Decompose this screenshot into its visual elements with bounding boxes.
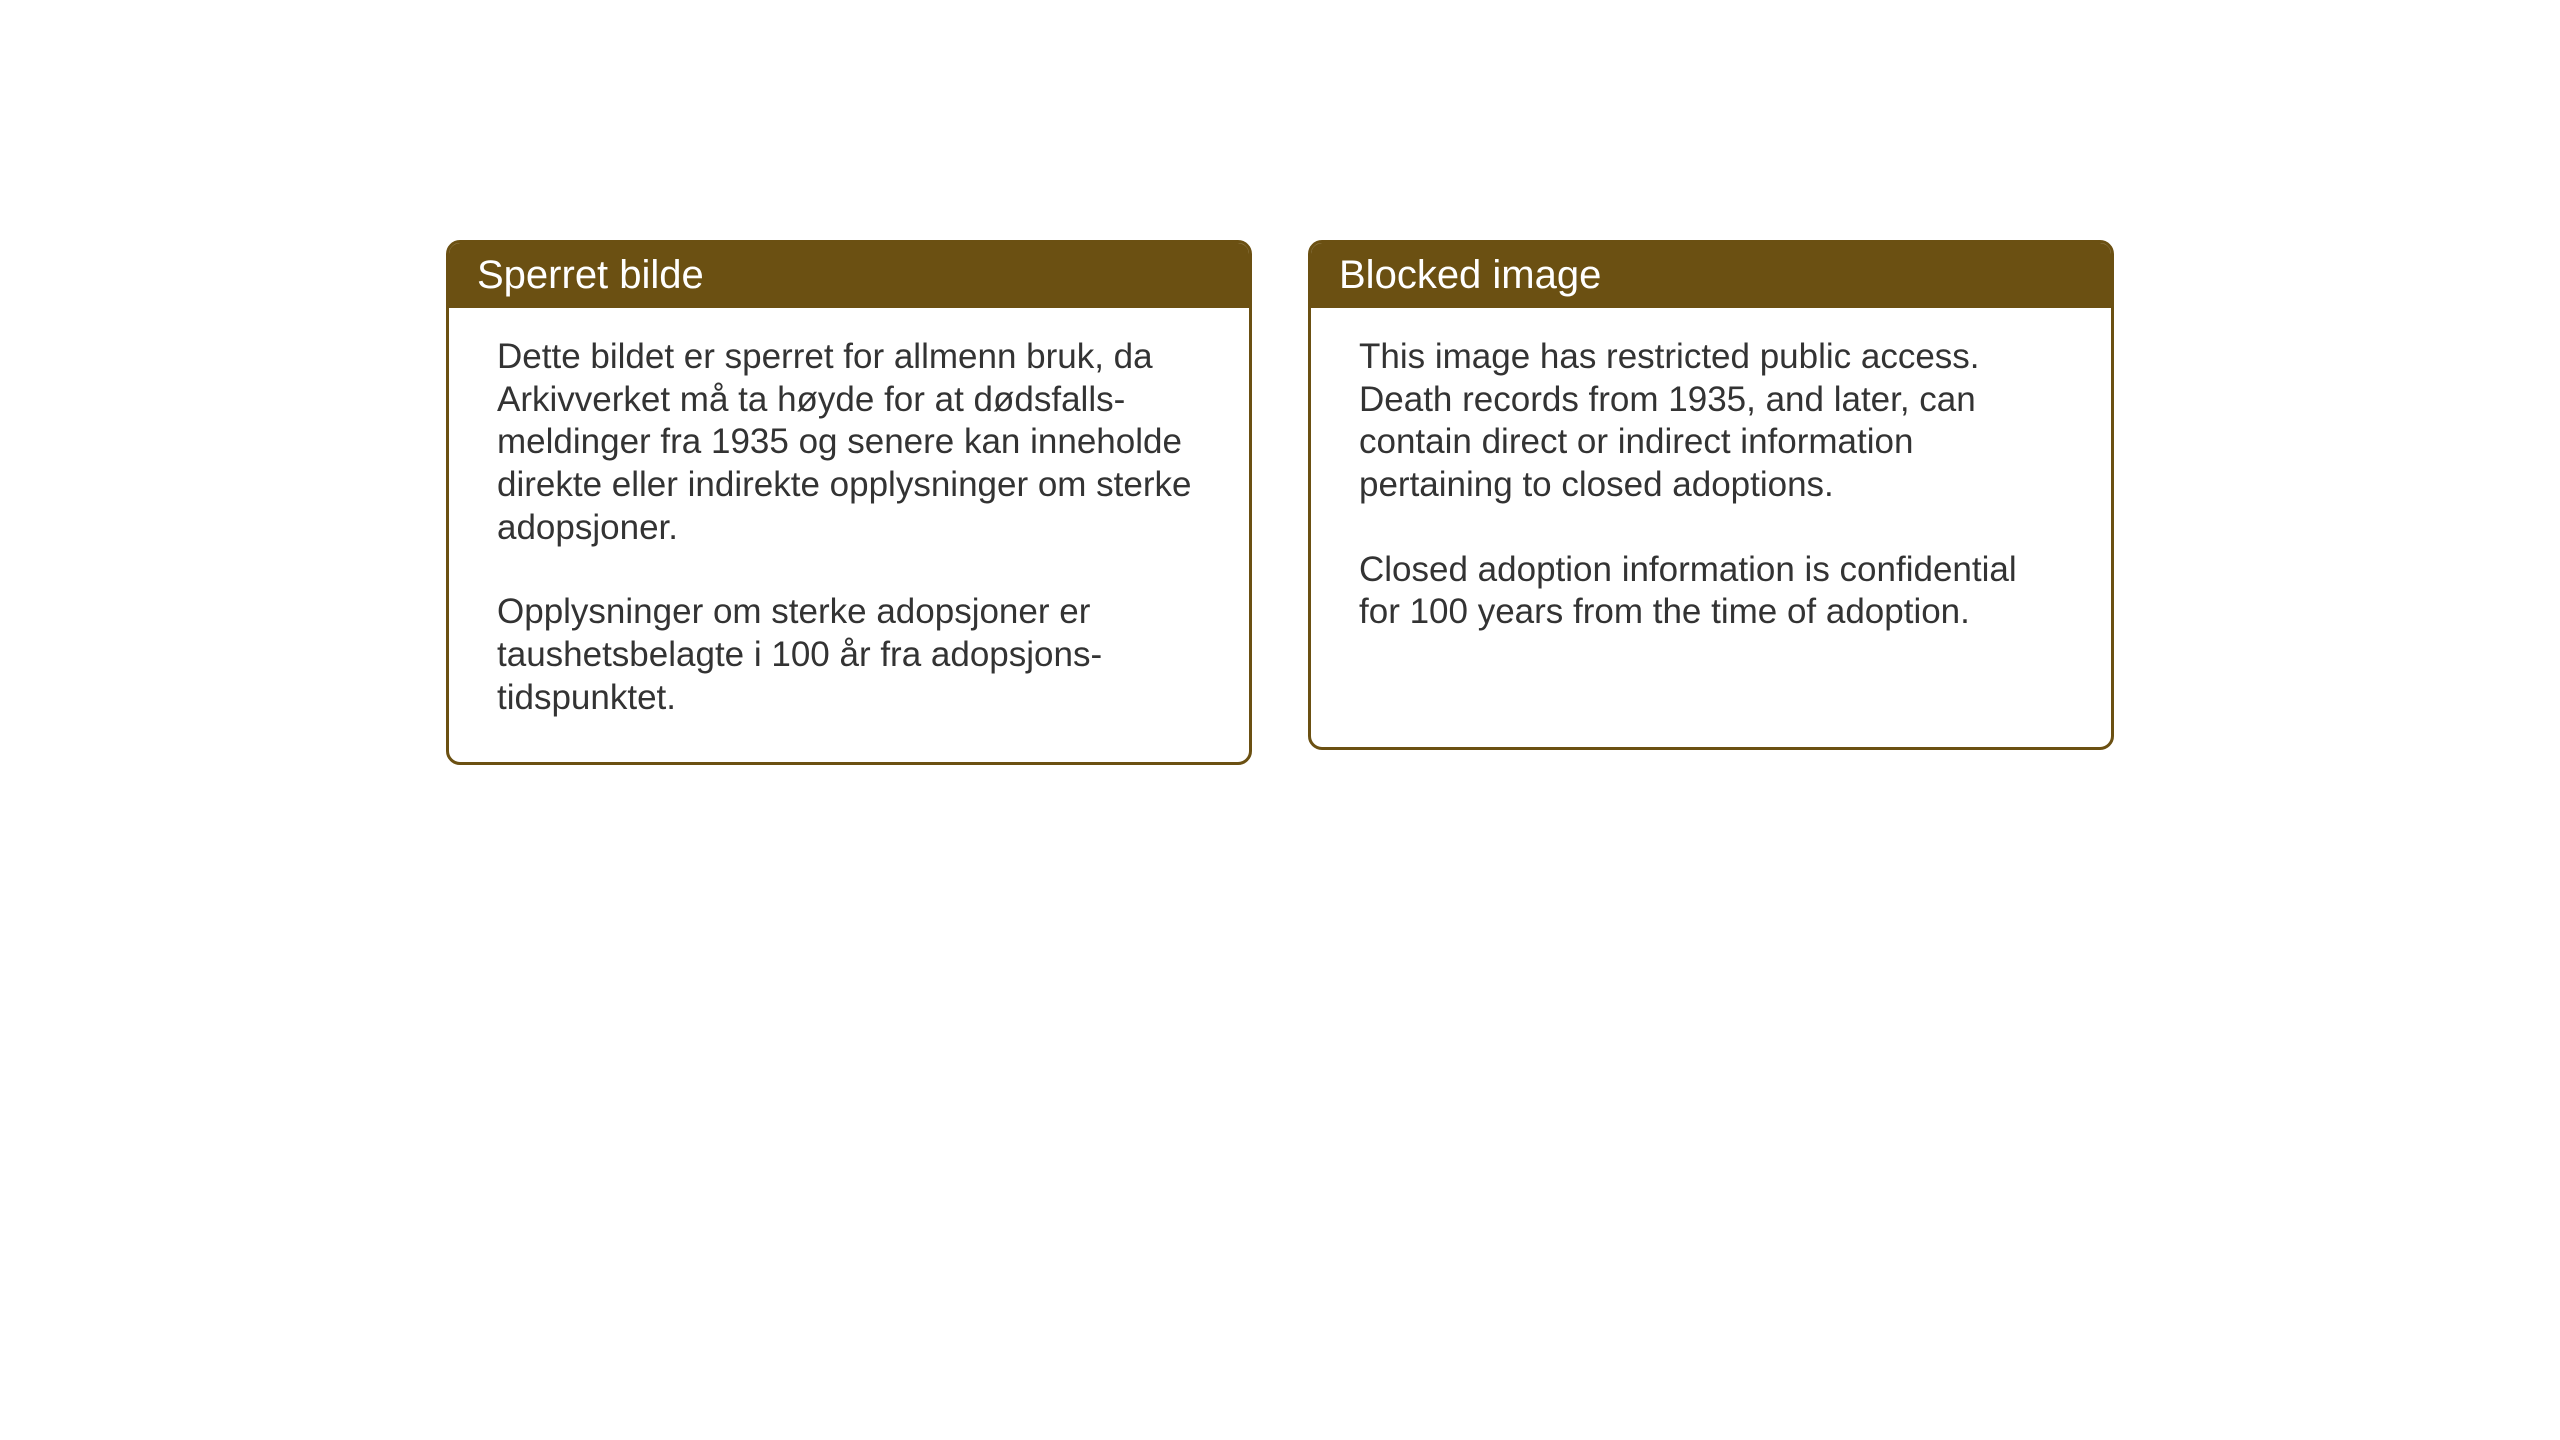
notice-paragraph-2-norwegian: Opplysninger om sterke adopsjoner er tau… (497, 591, 1201, 719)
notice-body-english: This image has restricted public access.… (1311, 308, 2111, 676)
notice-header-norwegian: Sperret bilde (449, 243, 1249, 308)
notice-container: Sperret bilde Dette bildet er sperret fo… (0, 0, 2560, 765)
notice-title-norwegian: Sperret bilde (477, 253, 704, 297)
notice-box-norwegian: Sperret bilde Dette bildet er sperret fo… (446, 240, 1252, 765)
notice-paragraph-1-norwegian: Dette bildet er sperret for allmenn bruk… (497, 336, 1201, 549)
notice-box-english: Blocked image This image has restricted … (1308, 240, 2114, 750)
notice-title-english: Blocked image (1339, 253, 1601, 297)
notice-paragraph-2-english: Closed adoption information is confident… (1359, 549, 2063, 634)
notice-header-english: Blocked image (1311, 243, 2111, 308)
notice-body-norwegian: Dette bildet er sperret for allmenn bruk… (449, 308, 1249, 762)
notice-paragraph-1-english: This image has restricted public access.… (1359, 336, 2063, 507)
